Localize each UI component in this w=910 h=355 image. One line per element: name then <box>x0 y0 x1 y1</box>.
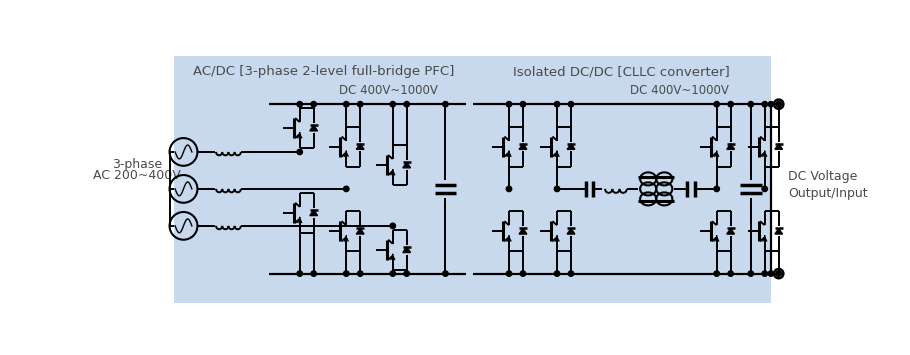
Text: AC 200~400V: AC 200~400V <box>93 169 181 181</box>
Circle shape <box>768 271 774 276</box>
Circle shape <box>297 102 302 107</box>
Circle shape <box>776 271 782 276</box>
Circle shape <box>521 102 526 107</box>
Circle shape <box>297 149 302 155</box>
Circle shape <box>728 102 733 107</box>
Circle shape <box>358 271 363 276</box>
Circle shape <box>728 271 733 276</box>
Circle shape <box>443 102 448 107</box>
Text: 3-phase: 3-phase <box>112 158 162 171</box>
Circle shape <box>311 271 317 276</box>
Circle shape <box>762 271 767 276</box>
Circle shape <box>443 271 448 276</box>
Bar <box>174 56 472 303</box>
Circle shape <box>762 186 767 192</box>
Circle shape <box>404 271 410 276</box>
Circle shape <box>506 271 511 276</box>
Polygon shape <box>774 144 783 149</box>
Circle shape <box>748 102 753 107</box>
Circle shape <box>390 271 396 276</box>
Circle shape <box>568 271 573 276</box>
Circle shape <box>554 186 560 192</box>
Polygon shape <box>403 247 410 252</box>
Circle shape <box>344 271 349 276</box>
Circle shape <box>358 102 363 107</box>
Circle shape <box>762 102 767 107</box>
Polygon shape <box>774 229 783 234</box>
Polygon shape <box>403 162 410 168</box>
Circle shape <box>554 102 560 107</box>
Polygon shape <box>357 229 364 234</box>
Polygon shape <box>309 210 318 215</box>
Circle shape <box>297 271 302 276</box>
Circle shape <box>506 102 511 107</box>
Polygon shape <box>727 144 734 149</box>
Text: DC Voltage
Output/Input: DC Voltage Output/Input <box>788 170 867 200</box>
Polygon shape <box>519 144 527 149</box>
Circle shape <box>311 102 317 107</box>
Text: DC 400V~1000V: DC 400V~1000V <box>339 84 439 97</box>
Circle shape <box>344 102 349 107</box>
Bar <box>472 56 771 303</box>
Circle shape <box>521 271 526 276</box>
Polygon shape <box>567 144 575 149</box>
Text: AC/DC [3-phase 2-level full-bridge PFC]: AC/DC [3-phase 2-level full-bridge PFC] <box>193 65 454 78</box>
Polygon shape <box>309 125 318 131</box>
Circle shape <box>390 102 396 107</box>
Circle shape <box>714 186 720 192</box>
Circle shape <box>404 102 410 107</box>
Circle shape <box>748 271 753 276</box>
Circle shape <box>554 271 560 276</box>
Circle shape <box>768 102 774 107</box>
Circle shape <box>390 223 396 229</box>
Text: DC 400V~1000V: DC 400V~1000V <box>630 84 729 97</box>
Circle shape <box>568 102 573 107</box>
Polygon shape <box>727 229 734 234</box>
Polygon shape <box>567 229 575 234</box>
Text: Isolated DC/DC [CLLC converter]: Isolated DC/DC [CLLC converter] <box>513 65 730 78</box>
Circle shape <box>714 102 720 107</box>
Circle shape <box>344 186 349 192</box>
Polygon shape <box>519 229 527 234</box>
Circle shape <box>714 271 720 276</box>
Circle shape <box>776 102 782 107</box>
Circle shape <box>506 186 511 192</box>
Polygon shape <box>357 144 364 149</box>
